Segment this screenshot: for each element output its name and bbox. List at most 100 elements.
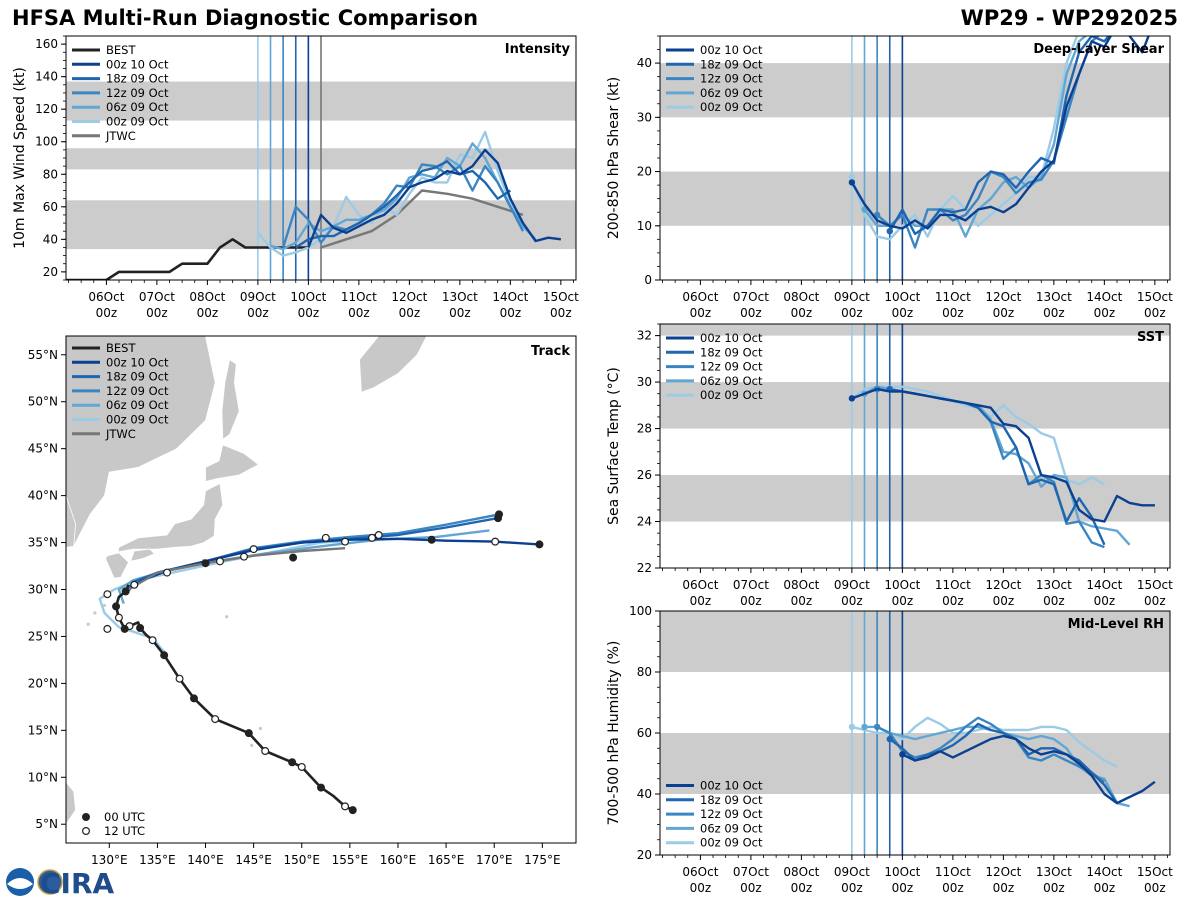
cira-logo-text: CIRA	[40, 867, 115, 900]
x-tick-sublabel: 00z	[298, 306, 320, 320]
x-tick-sublabel: 00z	[993, 306, 1015, 320]
y-tick-label: 30	[637, 375, 652, 389]
y-tick-label: 40	[637, 56, 652, 70]
best-position-marker	[120, 624, 129, 633]
land-honshu	[117, 482, 224, 553]
y-tick-label: 80	[637, 665, 652, 679]
best-position-marker	[261, 746, 270, 755]
intensity-chart: 20 40 60 80 100 120 140 160 06Oct 00z 07Oct 00z 08Oc…	[12, 35, 579, 320]
series-line-00z-09-oct	[256, 130, 525, 257]
y-tick-label: 28	[637, 422, 652, 436]
best-position-marker	[114, 613, 123, 622]
legend-label: 18z 09 Oct	[700, 793, 763, 807]
y-tick-label: 45°N	[28, 442, 58, 456]
y-axis-label: Sea Surface Temp (°C)	[606, 367, 622, 525]
figure-title: HFSA Multi-Run Diagnostic Comparison	[12, 6, 479, 30]
x-tick-label: 15Oct	[1137, 865, 1173, 879]
rh-chart: 20 40 60 80 100 06Oct 00z 07Oct 00z 08Oct 00z 09Oct…	[606, 604, 1173, 895]
y-tick-label: 25°N	[28, 629, 58, 643]
panel-title: Track	[531, 344, 570, 359]
x-tick-sublabel: 00z	[942, 881, 964, 895]
x-tick-label: 175°E	[524, 853, 561, 867]
x-tick-sublabel: 00z	[1043, 594, 1065, 608]
legend-label: 00z 10 Oct	[700, 779, 763, 793]
y-tick-label: 40	[43, 232, 58, 246]
y-tick-label: 22	[637, 561, 652, 575]
track-position-marker	[103, 624, 112, 633]
globe-icon	[37, 869, 63, 895]
y-tick-label: 60	[637, 726, 652, 740]
track-position-marker	[341, 537, 350, 546]
x-tick-sublabel: 00z	[740, 594, 762, 608]
track-position-marker	[368, 533, 377, 542]
series-line-00z-10-oct	[307, 148, 562, 248]
shear-chart: 0 10 20 30 40 06Oct 00z 07Oct 00z 08Oct 00z 09Oct 00…	[606, 35, 1173, 320]
x-tick-sublabel: 00z	[690, 306, 712, 320]
island	[250, 743, 254, 747]
y-tick-label: 10°N	[28, 770, 58, 784]
track-position-marker	[130, 580, 139, 589]
track-line-00z-10-oct	[127, 537, 540, 591]
x-tick-sublabel: 00z	[146, 306, 168, 320]
track-position-marker	[535, 540, 544, 549]
x-tick-sublabel: 00z	[892, 306, 914, 320]
threshold-band	[660, 324, 1170, 336]
threshold-band	[660, 475, 1170, 522]
storm-id-title: WP29 - WP292025	[960, 6, 1178, 30]
x-tick-label: 08Oct	[189, 290, 225, 304]
best-position-marker	[189, 694, 198, 703]
x-tick-sublabel: 00z	[690, 881, 712, 895]
x-tick-sublabel: 00z	[993, 881, 1015, 895]
track-position-marker	[427, 535, 436, 544]
panel-title: Intensity	[505, 42, 571, 57]
x-tick-sublabel: 00z	[96, 306, 118, 320]
legend-label: 06z 09 Oct	[700, 374, 763, 388]
x-tick-sublabel: 00z	[690, 594, 712, 608]
x-tick-label: 11Oct	[341, 290, 377, 304]
legend-label: BEST	[106, 341, 136, 355]
best-position-marker	[211, 715, 220, 724]
marker-legend-symbol	[81, 826, 90, 835]
x-tick-label: 09Oct	[834, 578, 870, 592]
sst-chart: 22 24 26 28 30 32 06Oct 00z 07Oct 00z 08Oct 00z 09Oc…	[606, 323, 1173, 608]
best-position-marker	[341, 802, 350, 811]
track-position-marker	[321, 533, 330, 542]
land-hokkaido	[205, 444, 260, 483]
best-track-line	[66, 238, 309, 280]
y-tick-label: 20°N	[28, 676, 58, 690]
x-tick-label: 11Oct	[935, 865, 971, 879]
legend-label: JTWC	[105, 427, 136, 441]
y-tick-label: 15°N	[28, 723, 58, 737]
x-tick-label: 155°E	[332, 853, 369, 867]
legend-label: 18z 09 Oct	[106, 370, 169, 384]
jtwc-track-line	[127, 547, 346, 591]
x-tick-label: 13Oct	[1036, 865, 1072, 879]
threshold-band	[660, 611, 1170, 672]
series-start-point	[873, 723, 881, 731]
legend-label: 18z 09 Oct	[106, 72, 169, 86]
legend-label: 00z 09 Oct	[106, 115, 169, 129]
x-tick-label: 150°E	[284, 853, 321, 867]
x-tick-sublabel: 00z	[1094, 306, 1116, 320]
x-tick-label: 15Oct	[543, 290, 579, 304]
legend-label: 06z 09 Oct	[106, 398, 169, 412]
panel-title: Deep-Layer Shear	[1033, 42, 1164, 57]
legend-label: 00z 09 Oct	[700, 836, 763, 850]
x-tick-label: 15Oct	[1137, 578, 1173, 592]
x-tick-sublabel: 00z	[348, 306, 370, 320]
marker-legend-symbol	[81, 812, 90, 821]
legend-label: 12z 09 Oct	[106, 384, 169, 398]
y-tick-label: 120	[35, 102, 58, 116]
x-tick-label: 13Oct	[442, 290, 478, 304]
best-position-marker	[175, 674, 184, 683]
legend-label: 12z 09 Oct	[700, 72, 763, 86]
legend-label: BEST	[106, 43, 136, 57]
y-tick-label: 24	[637, 515, 652, 529]
legend-label: 00z 09 Oct	[700, 388, 763, 402]
series-start-point	[848, 179, 856, 186]
panel-title: SST	[1137, 330, 1164, 345]
x-tick-label: 08Oct	[783, 290, 819, 304]
series-start-point	[861, 723, 868, 731]
x-tick-sublabel: 00z	[892, 594, 914, 608]
